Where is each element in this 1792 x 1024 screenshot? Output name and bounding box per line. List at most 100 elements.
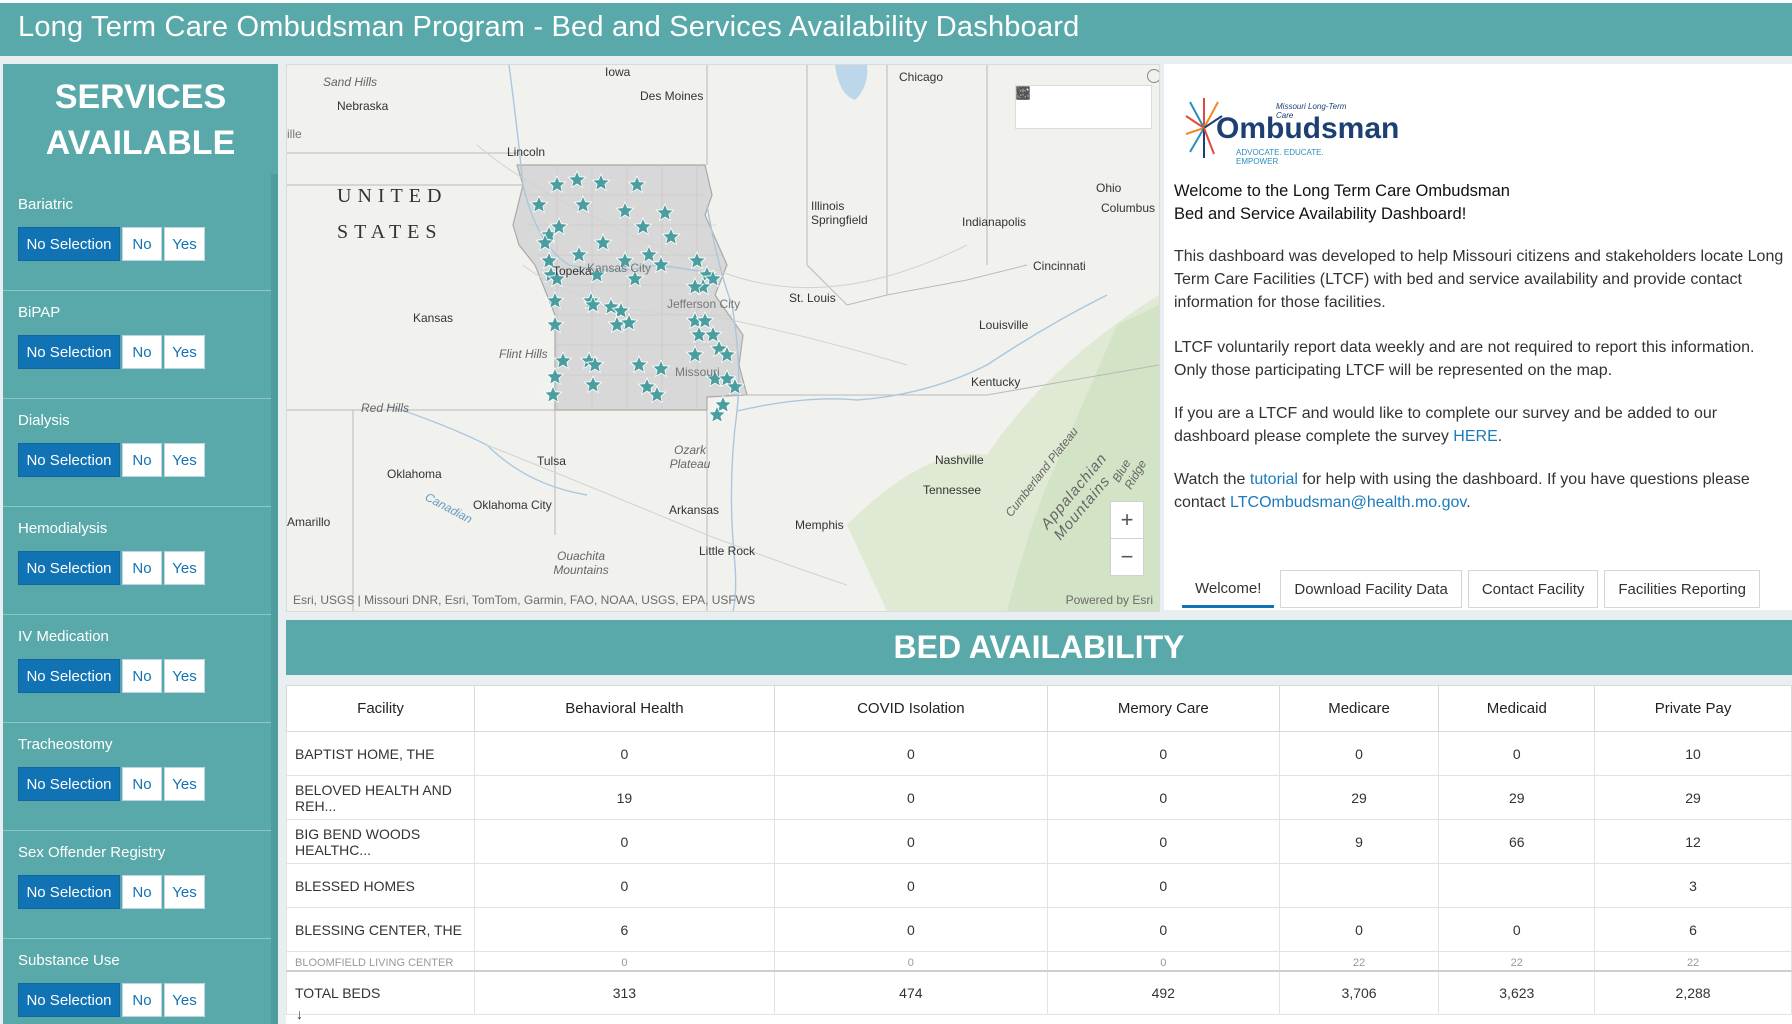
no-selection-button[interactable]: No Selection [18, 227, 120, 261]
facility-marker-icon[interactable] [545, 314, 565, 334]
facility-marker-icon[interactable] [545, 366, 565, 386]
facility-marker-icon[interactable] [567, 169, 587, 189]
table-row[interactable]: BLESSED HOMES 0 0 0 3 [286, 863, 1792, 908]
facility-marker-icon[interactable] [587, 264, 607, 284]
table-row[interactable]: BAPTIST HOME, THE 0 0 0 0 0 10 [286, 731, 1792, 776]
facility-marker-icon[interactable] [573, 194, 593, 214]
no-button[interactable]: No [122, 335, 162, 369]
facility-marker-icon[interactable] [687, 250, 707, 270]
no-button[interactable]: No [122, 767, 162, 801]
facility-marker-icon[interactable] [539, 250, 559, 270]
facility-marker-icon[interactable] [611, 300, 631, 320]
no-button[interactable]: No [122, 227, 162, 261]
facility-marker-icon[interactable] [655, 202, 675, 222]
basemap-gallery-icon[interactable] [1016, 86, 1151, 128]
facility-marker-icon[interactable] [583, 294, 603, 314]
no-button[interactable]: No [122, 551, 162, 585]
facility-marker-icon[interactable] [703, 268, 723, 288]
facility-marker-icon[interactable] [553, 350, 573, 370]
no-selection-button[interactable]: No Selection [18, 767, 120, 801]
facility-marker-icon[interactable] [615, 250, 635, 270]
facility-marker-icon[interactable] [713, 394, 733, 414]
facility-marker-icon[interactable] [549, 216, 569, 236]
no-selection-button[interactable]: No Selection [18, 551, 120, 585]
tab-download-facility-data[interactable]: Download Facility Data [1280, 570, 1462, 608]
no-selection-button[interactable]: No Selection [18, 659, 120, 693]
facility-marker-icon[interactable] [707, 404, 727, 424]
facility-marker-icon[interactable] [661, 226, 681, 246]
no-button[interactable]: No [122, 443, 162, 477]
facility-marker-icon[interactable] [695, 310, 715, 330]
column-header[interactable]: COVID Isolation [773, 685, 1048, 732]
no-button[interactable]: No [122, 983, 162, 1017]
facility-marker-icon[interactable] [633, 216, 653, 236]
facility-marker-icon[interactable] [585, 354, 605, 374]
tab-welcome[interactable]: Welcome! [1182, 570, 1275, 608]
yes-button[interactable]: Yes [164, 983, 205, 1017]
sidebar-scrollbar[interactable] [271, 174, 278, 1024]
facility-marker-icon[interactable] [619, 312, 639, 332]
facility-marker-icon[interactable] [725, 376, 745, 396]
yes-button[interactable]: Yes [164, 767, 205, 801]
yes-button[interactable]: Yes [164, 443, 205, 477]
facility-marker-icon[interactable] [547, 174, 567, 194]
zoom-out-button[interactable]: − [1120, 544, 1134, 569]
facility-marker-icon[interactable] [717, 368, 737, 388]
tutorial-link[interactable]: tutorial [1249, 471, 1298, 488]
facility-marker-icon[interactable] [717, 344, 737, 364]
survey-link[interactable]: HERE [1453, 428, 1498, 445]
download-arrow-icon[interactable]: ↓ [296, 1006, 303, 1022]
powered-by-esri[interactable]: Powered by Esri [1065, 593, 1153, 607]
expand-icon[interactable] [1147, 69, 1159, 83]
column-header[interactable]: Medicare [1278, 685, 1440, 732]
column-header[interactable]: Medicaid [1438, 685, 1596, 732]
table-row[interactable]: BLOOMFIELD LIVING CENTER 0 0 0 22 22 22 [286, 951, 1792, 972]
facility-marker-icon[interactable] [545, 290, 565, 310]
no-selection-button[interactable]: No Selection [18, 335, 120, 369]
facility-marker-icon[interactable] [615, 200, 635, 220]
column-header[interactable]: Behavioral Health [474, 685, 775, 732]
map-canvas[interactable] [287, 65, 1159, 611]
yes-button[interactable]: Yes [164, 551, 205, 585]
facility-marker-icon[interactable] [627, 174, 647, 194]
facility-marker-icon[interactable] [647, 384, 667, 404]
no-button[interactable]: No [122, 875, 162, 909]
facility-marker-icon[interactable] [547, 268, 567, 288]
home-icon[interactable] [1016, 86, 1084, 128]
facility-marker-icon[interactable] [639, 244, 659, 264]
legend-list-icon[interactable] [1017, 86, 1118, 128]
zoom-in-button[interactable]: + [1111, 502, 1143, 539]
tab-contact-facility[interactable]: Contact Facility [1467, 570, 1599, 608]
table-row[interactable]: BELOVED HEALTH AND REH... 19 0 0 29 29 29 [286, 775, 1792, 820]
email-link[interactable]: LTCOmbudsman@health.mo.gov [1230, 494, 1467, 511]
yes-button[interactable]: Yes [164, 227, 205, 261]
facility-marker-icon[interactable] [583, 374, 603, 394]
facility-marker-icon[interactable] [625, 268, 645, 288]
facility-marker-icon[interactable] [591, 172, 611, 192]
facility-marker-icon[interactable] [703, 324, 723, 344]
facility-marker-icon[interactable] [637, 376, 657, 396]
column-header[interactable]: Facility [286, 685, 475, 732]
facility-marker-icon[interactable] [651, 358, 671, 378]
facility-marker-icon[interactable] [535, 232, 555, 252]
facility-marker-icon[interactable] [529, 194, 549, 214]
table-row[interactable]: BIG BEND WOODS HEALTHC... 0 0 0 9 66 12 [286, 819, 1792, 864]
no-selection-button[interactable]: No Selection [18, 875, 120, 909]
no-button[interactable]: No [122, 659, 162, 693]
table-row[interactable]: BLESSING CENTER, THE 6 0 0 0 0 6 [286, 907, 1792, 952]
facility-map[interactable]: Sand Hills Nebraska ille Iowa Des Moines… [286, 64, 1160, 612]
yes-button[interactable]: Yes [164, 335, 205, 369]
facility-marker-icon[interactable] [685, 276, 705, 296]
yes-button[interactable]: Yes [164, 875, 205, 909]
facility-marker-icon[interactable] [593, 232, 613, 252]
facility-marker-icon[interactable] [569, 244, 589, 264]
no-selection-button[interactable]: No Selection [18, 983, 120, 1017]
yes-button[interactable]: Yes [164, 659, 205, 693]
column-header[interactable]: Memory Care [1046, 685, 1280, 732]
facility-marker-icon[interactable] [629, 354, 649, 374]
no-selection-button[interactable]: No Selection [18, 443, 120, 477]
column-header[interactable]: Private Pay [1594, 685, 1792, 732]
facility-marker-icon[interactable] [685, 344, 705, 364]
tab-facilities-reporting[interactable]: Facilities Reporting [1604, 570, 1760, 608]
facility-marker-icon[interactable] [651, 254, 671, 274]
